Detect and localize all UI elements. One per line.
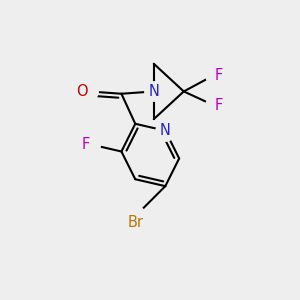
Text: F: F <box>215 98 223 113</box>
Text: F: F <box>215 68 223 83</box>
Text: N: N <box>160 123 171 138</box>
Text: F: F <box>82 137 90 152</box>
Text: N: N <box>148 84 159 99</box>
Text: O: O <box>76 84 88 99</box>
Text: Br: Br <box>127 215 143 230</box>
